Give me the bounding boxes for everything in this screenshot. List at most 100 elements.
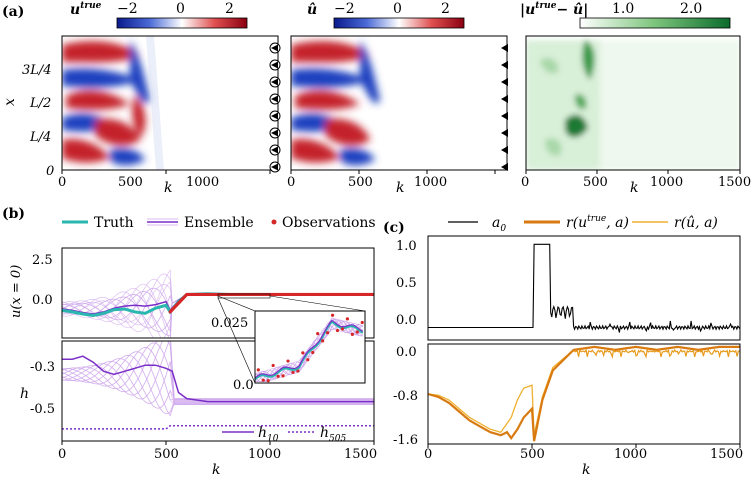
observation-triangle [271, 112, 278, 120]
colorbar-1 [116, 17, 248, 29]
r-ytick-0: 0.0 [396, 345, 417, 360]
observation-triangle [271, 146, 278, 154]
h-ensemble-member-line [62, 341, 374, 403]
h2-xtick-2: 1000 [414, 175, 447, 190]
inset-observation-point [321, 339, 325, 343]
cb1-tick-1: 0 [176, 1, 185, 17]
svg-text:r(utrue, a): r(utrue, a) [566, 214, 629, 231]
h-ylabel: h [20, 386, 29, 402]
observation-triangle [501, 129, 508, 137]
chart-u-x0 [61, 247, 375, 339]
u-ylabel: u(x = 0) [9, 265, 24, 318]
h1-xtick-2: 1000 [186, 175, 219, 190]
h10-line [62, 355, 374, 403]
observation-triangle [271, 44, 278, 52]
legend-truth: Truth [94, 215, 134, 231]
bl-xtick-1: 500 [154, 447, 179, 462]
heatmap-3-title: |utrue− û| [520, 1, 588, 18]
bl-xtick-3: 1500 [344, 447, 377, 462]
chart-r [427, 343, 741, 445]
heatmap-ytick-1: L/4 [29, 130, 51, 145]
observation-triangle [501, 95, 508, 103]
legend-bottom-right: a0 r(utrue, a) r(û, a) [448, 214, 718, 234]
observation-markers-heatmap-1 [269, 42, 281, 173]
inset-observation-point [286, 359, 290, 363]
inset-ensemble-mean [255, 319, 364, 379]
legend-observations: Observations [282, 215, 376, 231]
observation-triangle [501, 163, 508, 171]
cb2-tick-1: 0 [393, 1, 402, 17]
bl-xlabel: k [212, 462, 220, 478]
r-noise-line [573, 348, 740, 360]
observation-triangle [271, 163, 278, 171]
observation-triangle [501, 112, 508, 120]
panel-label-a: (a) [2, 4, 24, 20]
inset-observation-point [281, 374, 285, 378]
observation-triangle [501, 146, 508, 154]
heatmap2-xlabel: k [396, 180, 404, 196]
h2-xtick-1: 500 [348, 175, 373, 190]
a0-ytick-1: 1.0 [396, 239, 417, 254]
cb3-tick-0: 1.0 [612, 1, 634, 17]
legend-bottom-left: Truth Ensemble Observations [62, 215, 376, 231]
br-xlabel: k [582, 462, 590, 478]
a0-line [428, 243, 740, 333]
h-ensemble-member-line [62, 341, 374, 405]
r-ytick-0.8: -0.8 [393, 389, 418, 404]
u-ytick-0.0: 0.0 [32, 293, 53, 308]
br-xtick-1: 500 [520, 447, 545, 462]
inset-observation-point [330, 313, 335, 317]
legend-ensemble: Ensemble [184, 215, 254, 231]
inset-observation-point [311, 350, 315, 355]
h505-line [62, 425, 374, 430]
chart-a0 [427, 235, 741, 341]
heatmap-2-title: û [307, 2, 317, 18]
bl-xtick-0: 0 [58, 447, 66, 462]
inset-observation-point [360, 320, 364, 325]
h3-xtick-0: 0 [521, 175, 529, 190]
r-utrue-line [428, 345, 740, 442]
inset-observation-point [301, 351, 305, 355]
h-ensemble-member-line [62, 351, 374, 417]
inset-zoom [217, 293, 366, 384]
colorbar-2 [333, 17, 465, 29]
br-xtick-3: 1500 [710, 447, 743, 462]
heatmap-1-title: utrue [70, 1, 102, 18]
heatmap-error [525, 35, 741, 171]
inset-observation-point [316, 331, 320, 336]
observation-triangle [501, 61, 508, 69]
panel-label-c: (c) [383, 220, 405, 236]
observation-triangle [501, 44, 508, 52]
inset-observation-point [296, 369, 300, 373]
heatmap-ytick-2: L/2 [29, 96, 51, 111]
inset-truth-line [255, 320, 364, 381]
cb3-tick-1: 2.0 [680, 1, 702, 17]
observation-triangle [501, 78, 508, 86]
h3-xtick-2: 1000 [650, 175, 683, 190]
svg-text:h505: h505 [320, 425, 346, 444]
inset-observation-point [266, 379, 270, 383]
inset-ytick-0.025: 0.025 [211, 316, 248, 331]
cb2-tick-2: 2 [441, 1, 450, 17]
inset-observation-point [256, 368, 260, 372]
inset-observation-point [350, 332, 354, 336]
cb1-tick-0: −2 [117, 1, 138, 17]
svg-text:h10: h10 [258, 425, 279, 444]
a0-ytick-0: 0.0 [396, 313, 417, 328]
inset-ensemble-member [255, 320, 363, 382]
r-ytick-1.6: -1.6 [393, 433, 418, 448]
h-ytick-0: -0.3 [30, 360, 55, 375]
heatmap3-xlabel: k [630, 180, 638, 196]
heatmap-ytick-3: 3L/4 [22, 63, 52, 78]
svg-text:r(û, a): r(û, a) [674, 215, 718, 231]
inset-observation-point [291, 370, 295, 375]
h3-xtick-1: 500 [583, 175, 608, 190]
cb2-tick-0: −2 [334, 1, 355, 17]
inset-ytick-0.0: 0.0 [233, 378, 254, 393]
a0-ytick-0.5: 0.5 [396, 276, 417, 291]
inset-observation-point [345, 317, 349, 321]
inset-observation-point [261, 378, 265, 382]
colorbar-3 [579, 17, 731, 29]
observation-triangle [271, 61, 278, 69]
